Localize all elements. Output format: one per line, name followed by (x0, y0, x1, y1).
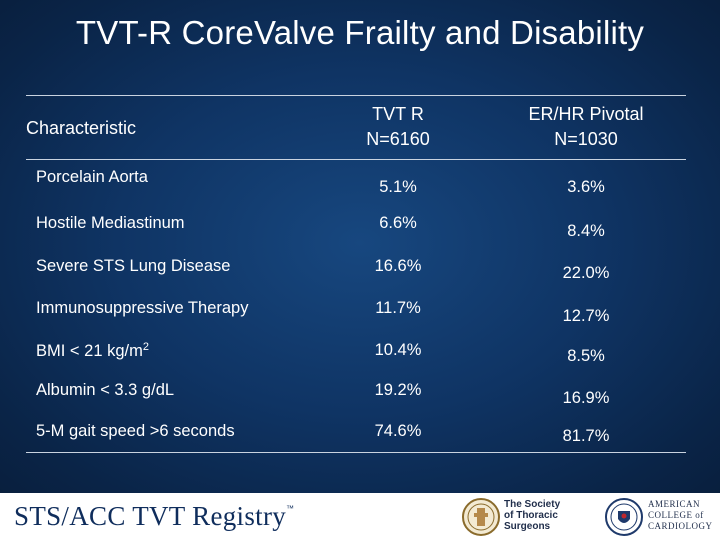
header-er-hr-pivotal: ER/HR Pivotal N=1030 (520, 102, 652, 152)
footer-banner: STS/ACC TVT Registry™ The Society of Tho… (0, 493, 720, 540)
table-header-rule (26, 159, 686, 160)
header-characteristic: Characteristic (26, 118, 137, 138)
row-value-er-hr: 22.0% (562, 264, 610, 282)
row-value-tvt-r: 19.2% (374, 381, 422, 399)
row-label-bmi-superscript: 2 (142, 341, 149, 353)
row-value-er-hr: 16.9% (562, 389, 610, 407)
row-label-bmi: BMI < 21 kg/m2 (36, 341, 149, 361)
acc-wordmark: AMERICAN COLLEGE of CARDIOLOGY (648, 499, 713, 532)
acc-line-1: AMERICAN (648, 499, 701, 509)
table-top-rule (26, 95, 686, 96)
tvt-registry-name: STS/ACC TVT Registry (14, 501, 287, 531)
sts-line-3: Surgeons (504, 521, 551, 532)
row-value-er-hr: 3.6% (567, 178, 605, 196)
row-label-bmi-text: BMI < 21 kg/m (36, 342, 143, 360)
acc-line-3: CARDIOLOGY (648, 521, 713, 531)
header-tvt-r-n: N=6160 (366, 129, 430, 149)
table-bottom-rule (26, 452, 686, 453)
header-er-hr-n: N=1030 (554, 129, 618, 149)
row-value-tvt-r: 16.6% (374, 257, 422, 275)
trademark-mark: ™ (286, 504, 295, 513)
row-label: Immunosuppressive Therapy (36, 299, 249, 317)
sts-wordmark: The Society of Thoracic Surgeons (504, 499, 560, 532)
row-value-er-hr: 12.7% (562, 307, 610, 325)
row-value-tvt-r: 6.6% (379, 214, 417, 232)
row-value-tvt-r: 74.6% (374, 422, 422, 440)
acc-seal-icon (605, 498, 643, 536)
header-tvt-r: TVT R N=6160 (333, 102, 463, 152)
row-value-tvt-r: 11.7% (375, 299, 421, 317)
sts-line-2: of Thoracic (504, 510, 558, 521)
tvt-registry-logo: STS/ACC TVT Registry™ (14, 501, 294, 532)
row-value-tvt-r: 5.1% (379, 178, 417, 196)
header-er-hr-name: ER/HR Pivotal (528, 104, 644, 124)
row-label: 5-M gait speed >6 seconds (36, 422, 235, 440)
acc-line-2: COLLEGE of (648, 510, 704, 520)
row-label: Hostile Mediastinum (36, 214, 185, 232)
row-label: Albumin < 3.3 g/dL (36, 381, 175, 399)
row-value-tvt-r: 10.4% (374, 341, 422, 359)
row-value-er-hr: 8.4% (567, 222, 605, 240)
sts-line-1: The Society (504, 499, 561, 510)
row-label: Severe STS Lung Disease (36, 257, 231, 275)
sts-seal-icon (462, 498, 500, 536)
row-label: Porcelain Aorta (36, 168, 148, 186)
header-tvt-r-name: TVT R (372, 104, 424, 124)
row-value-er-hr: 8.5% (567, 347, 605, 365)
row-value-er-hr: 81.7% (562, 427, 610, 445)
slide-title: TVT-R CoreValve Frailty and Disability (75, 14, 645, 51)
